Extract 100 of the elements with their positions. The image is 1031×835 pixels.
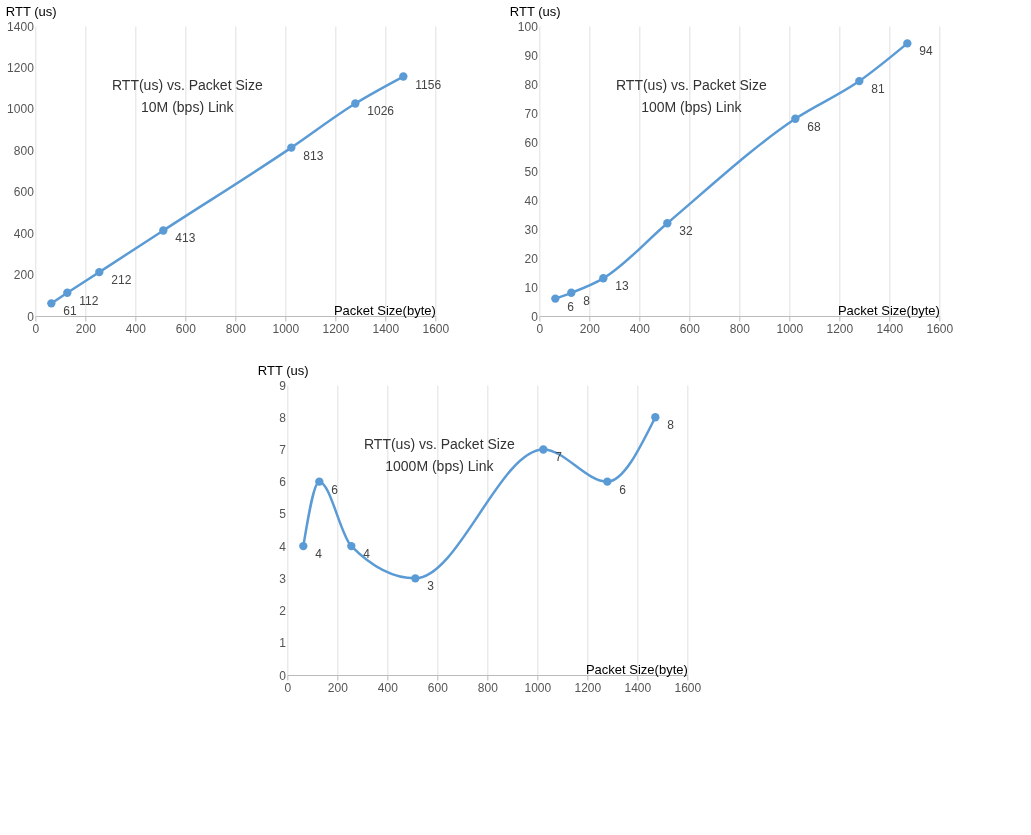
point [551,294,560,303]
point [903,39,912,48]
data-label: 7 [555,450,563,465]
data-label: 112 [79,293,99,308]
data-label: 13 [615,279,629,294]
data-label: 3 [427,579,435,594]
data-label: 8 [667,418,675,433]
y-tick-label: 1200 [7,60,35,75]
y-tick-label: 1 [279,636,287,651]
y-tick-label: 600 [13,185,35,200]
x-tick-label: 1400 [624,680,652,695]
data-label: 212 [111,273,132,288]
x-tick-label: 1000 [776,321,804,336]
y-tick-label: 9 [279,378,287,393]
x-tick-label: 1600 [422,321,450,336]
text: RTT(us) vs. Packet Size [111,77,263,93]
point [47,299,56,308]
data-label: 61 [63,304,77,319]
y-tick-label: 5 [279,507,287,522]
point [315,477,324,486]
x-tick-label: 1600 [674,680,702,695]
data-label: 6 [619,482,627,497]
point [855,76,864,86]
point [651,413,660,422]
y-axis-title: RTT (us) [509,3,561,19]
x-tick-label: 200 [75,321,97,336]
point [351,99,360,108]
x-tick-label: 400 [125,321,147,336]
data-label: 413 [175,231,196,246]
data-label: 1156 [415,77,442,92]
x-tick-label: 800 [477,680,499,695]
y-tick-label: 1400 [7,19,35,34]
data-label: 4 [315,547,323,562]
x-tick-label: 600 [175,321,197,336]
x-tick-label: 1200 [322,321,350,336]
data-label: 81 [871,82,885,97]
x-tick-label: 800 [225,321,247,336]
y-tick-label: 90 [524,48,539,63]
x-tick-label: 200 [327,680,349,695]
data-label: 4 [363,547,371,562]
point [347,541,356,551]
y-tick-label: 10 [524,280,539,295]
data-label: 1026 [367,104,395,119]
y-tick-label: 8 [279,410,287,425]
x-tick-label: 400 [377,680,399,695]
x-axis-title: Packet Size(byte) [333,302,436,318]
y-tick-label: 3 [279,571,287,586]
y-tick-label: 0 [531,309,539,324]
y-tick-label: 6 [279,475,287,490]
y-tick-label: 60 [524,135,539,150]
x-tick-label: 800 [729,321,751,336]
x-tick-label: 1400 [876,321,904,336]
x-axis-title: Packet Size(byte) [837,302,940,318]
point [603,477,612,486]
data-label: 94 [919,44,933,59]
point [411,574,420,583]
point [63,288,72,297]
text: RTT(us) vs. Packet Size [615,77,767,93]
y-tick-label: 7 [279,442,287,457]
y-tick-label: 80 [524,77,539,92]
y-tick-label: 800 [13,143,35,158]
x-tick-label: 400 [629,321,651,336]
x-tick-label: 200 [579,321,601,336]
data-label: 6 [567,299,575,314]
y-tick-label: 400 [13,226,35,241]
x-axis-title: Packet Size(byte) [585,661,688,677]
y-tick-label: 0 [279,668,287,683]
point [299,541,308,551]
data-label: 813 [303,148,324,163]
data-label: 8 [583,293,591,308]
y-tick-label: 4 [279,539,287,554]
point [567,288,576,297]
point [663,219,672,228]
y-tick-label: 70 [524,106,539,121]
x-tick-label: 600 [427,680,449,695]
text: 100M (bps) Link [641,99,743,115]
x-tick-label: 600 [679,321,701,336]
y-axis-title: RTT (us) [257,362,309,378]
y-tick-label: 200 [13,268,35,283]
x-tick-label: 1400 [372,321,400,336]
y-axis-title: RTT (us) [5,3,57,19]
y-tick-label: 30 [524,222,539,237]
point [539,445,548,454]
point [159,226,168,235]
x-tick-label: 1200 [826,321,854,336]
point [399,72,408,81]
y-tick-label: 50 [524,164,539,179]
text: 10M (bps) Link [141,99,235,115]
point [791,114,800,123]
data-label: 68 [807,119,821,134]
y-tick-label: 2 [279,604,287,619]
point [287,143,296,152]
x-tick-label: 1200 [574,680,602,695]
point [95,267,104,277]
y-tick-label: 0 [27,309,35,324]
y-tick-label: 100 [517,19,539,34]
data-label: 32 [679,224,693,239]
text: RTT(us) vs. Packet Size [363,436,515,452]
y-tick-label: 20 [524,251,539,266]
data-label: 6 [331,482,339,497]
